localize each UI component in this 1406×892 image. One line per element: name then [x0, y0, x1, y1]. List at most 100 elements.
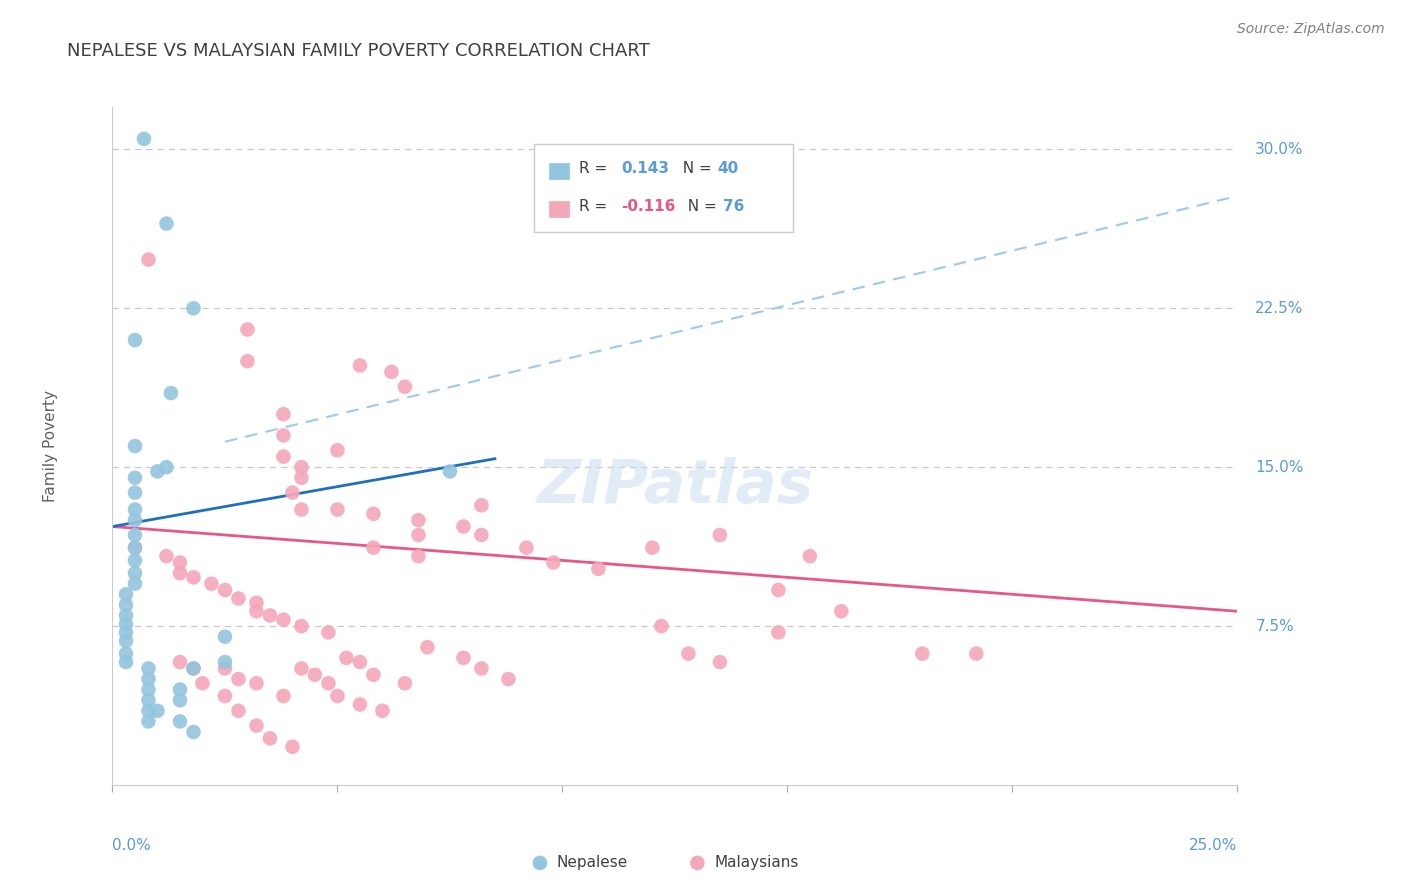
Point [124, 502, 146, 516]
Point [273, 428, 295, 442]
FancyBboxPatch shape [534, 145, 793, 233]
Text: 76: 76 [723, 199, 745, 214]
Text: R =: R = [579, 161, 613, 176]
Point [408, 528, 430, 542]
Point [183, 661, 205, 675]
Point [281, 739, 304, 754]
Point [470, 528, 492, 542]
Point [124, 485, 146, 500]
Point [380, 365, 402, 379]
Point [228, 591, 250, 606]
Point [515, 541, 537, 555]
Point [183, 301, 205, 316]
Point [326, 689, 349, 703]
Point [155, 460, 177, 475]
Point [304, 667, 326, 681]
Point [318, 625, 340, 640]
Point [169, 566, 191, 581]
Point [169, 655, 191, 669]
Point [124, 333, 146, 347]
Point [228, 704, 250, 718]
Point [138, 252, 160, 267]
Point [349, 655, 371, 669]
Point [371, 704, 394, 718]
Point [799, 549, 821, 564]
Point [245, 604, 267, 618]
Point [160, 386, 183, 401]
Point [650, 619, 672, 633]
Point [138, 704, 160, 718]
Point [138, 661, 160, 675]
Point [183, 570, 205, 584]
FancyBboxPatch shape [548, 162, 569, 178]
Point [273, 407, 295, 421]
Point [273, 450, 295, 464]
Text: 30.0%: 30.0% [1256, 142, 1303, 157]
Point [138, 672, 160, 686]
Point [169, 682, 191, 697]
Point [155, 549, 177, 564]
Text: 25.0%: 25.0% [1189, 838, 1237, 853]
Text: N =: N = [678, 199, 721, 214]
Point [115, 633, 138, 648]
Point [169, 556, 191, 570]
Point [453, 519, 475, 533]
Point [439, 464, 461, 478]
Text: NEPALESE VS MALAYSIAN FAMILY POVERTY CORRELATION CHART: NEPALESE VS MALAYSIAN FAMILY POVERTY COR… [67, 42, 650, 60]
Point [115, 598, 138, 612]
Point [124, 541, 146, 555]
Point [146, 464, 169, 478]
Point [349, 698, 371, 712]
Point [290, 502, 312, 516]
Text: Nepalese: Nepalese [557, 855, 628, 871]
Point [290, 471, 312, 485]
Point [281, 485, 304, 500]
Point [453, 651, 475, 665]
Point [138, 682, 160, 697]
Point [214, 630, 236, 644]
Point [214, 583, 236, 598]
Point [169, 693, 191, 707]
Point [155, 217, 177, 231]
Point [214, 655, 236, 669]
Point [394, 380, 416, 394]
Point [138, 693, 160, 707]
Text: Family Poverty: Family Poverty [44, 390, 58, 502]
Point [200, 576, 222, 591]
Point [290, 661, 312, 675]
Point [709, 528, 731, 542]
Point [965, 647, 987, 661]
Point [363, 667, 385, 681]
Point [169, 714, 191, 729]
Point [124, 513, 146, 527]
Point [363, 507, 385, 521]
Point [214, 689, 236, 703]
Point [214, 661, 236, 675]
Point [228, 672, 250, 686]
Point [408, 549, 430, 564]
Text: -0.116: -0.116 [621, 199, 675, 214]
Point [115, 647, 138, 661]
Point [115, 655, 138, 669]
Point [408, 513, 430, 527]
Point [416, 640, 439, 655]
Point [768, 583, 790, 598]
Text: R =: R = [579, 199, 613, 214]
Point [363, 541, 385, 555]
Point [124, 439, 146, 453]
Point [318, 676, 340, 690]
Text: Malaysians: Malaysians [714, 855, 799, 871]
Point [498, 672, 520, 686]
Point [115, 587, 138, 601]
Text: 0.143: 0.143 [621, 161, 669, 176]
Point [124, 471, 146, 485]
Point [641, 541, 664, 555]
Point [709, 655, 731, 669]
Point [273, 689, 295, 703]
Point [768, 625, 790, 640]
Point [245, 676, 267, 690]
Point [124, 566, 146, 581]
Point [394, 676, 416, 690]
Text: 15.0%: 15.0% [1256, 459, 1303, 475]
Point [236, 322, 259, 336]
